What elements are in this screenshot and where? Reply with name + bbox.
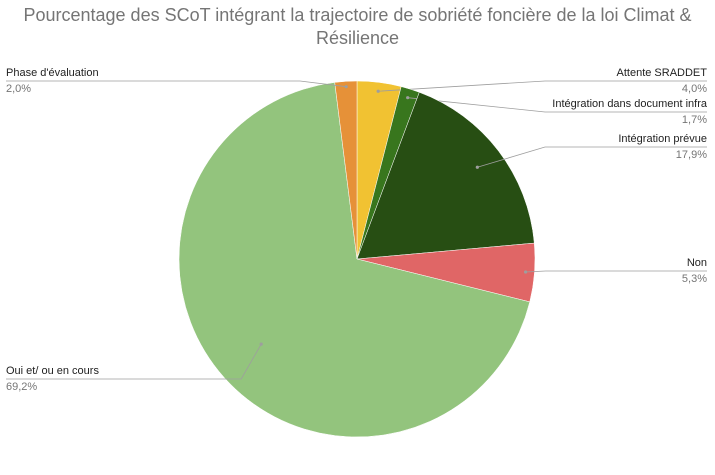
leader-dot	[475, 165, 479, 169]
value-label: 1,7%	[682, 114, 707, 126]
value-label: 4,0%	[682, 83, 707, 95]
slice-label: Phase d'évaluation	[6, 67, 99, 79]
pie-slice	[178, 82, 531, 438]
chart-title: Pourcentage des SCoT intégrant la trajec…	[23, 5, 692, 48]
slice-label: Oui et/ ou en cours	[6, 365, 99, 377]
leader-line	[477, 146, 707, 168]
leader-line	[525, 270, 707, 273]
slice-label: Intégration dans document infra	[552, 98, 708, 110]
leader-dot	[376, 89, 380, 93]
leader-dot	[406, 96, 410, 100]
leader-line	[378, 80, 707, 92]
leader-dot	[344, 85, 348, 89]
leader-line	[407, 97, 707, 113]
slice-label: Attente SRADDET	[617, 67, 708, 79]
value-label: 2,0%	[6, 83, 31, 95]
value-label: 5,3%	[682, 273, 707, 285]
slice-label: Non	[687, 257, 707, 269]
leader-line	[6, 343, 262, 380]
leader-line	[6, 80, 347, 88]
leader-dot	[259, 342, 263, 346]
slice-label: Intégration prévue	[618, 133, 707, 145]
pie-slice	[334, 80, 358, 260]
value-label: 17,9%	[676, 149, 707, 161]
pie-slice	[356, 91, 535, 260]
value-label: 69,2%	[6, 381, 37, 393]
leader-dot	[524, 270, 528, 274]
